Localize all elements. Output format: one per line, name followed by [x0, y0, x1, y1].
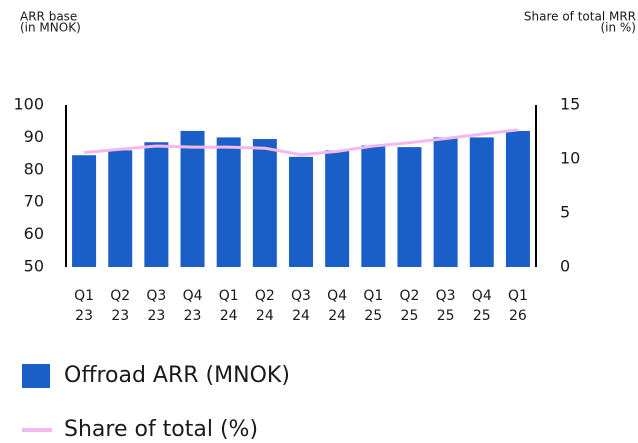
bar	[505, 130, 530, 267]
y2-tick-label: 15	[560, 95, 580, 114]
bar	[144, 142, 169, 267]
x-tick-label: 26	[509, 308, 527, 324]
y-tick-label: 80	[24, 159, 44, 178]
x-tick-label: 25	[473, 308, 491, 324]
y-tick-label: 60	[24, 224, 44, 243]
y2-tick-label: 5	[560, 203, 570, 222]
y-tick-label: 100	[13, 95, 44, 114]
y2-axis-title: Share of total MRR	[524, 10, 636, 24]
bar	[469, 137, 494, 267]
x-tick-label: 23	[184, 308, 202, 324]
legend-swatch	[22, 364, 50, 388]
y-tick-label: 70	[24, 192, 44, 211]
x-tick-label: Q4	[472, 288, 492, 304]
legend-label: Offroad ARR (MNOK)	[64, 363, 290, 388]
x-tick-label: Q2	[399, 288, 419, 304]
bar	[289, 156, 313, 267]
y-axis-title: ARR base	[20, 10, 77, 24]
x-tick-label: Q3	[291, 288, 311, 304]
x-tick-label: 25	[401, 308, 419, 324]
x-tick-label: Q3	[146, 288, 166, 304]
x-tick-label: 24	[220, 308, 238, 324]
bar	[397, 147, 422, 267]
bar	[325, 150, 350, 267]
x-tick-label: 23	[111, 308, 129, 324]
bar	[361, 145, 386, 267]
x-tick-label: 25	[437, 308, 455, 324]
bar	[433, 137, 458, 267]
x-tick-label: Q1	[363, 288, 383, 304]
x-tick-label: Q2	[255, 288, 275, 304]
bar	[216, 137, 241, 267]
y-tick-label: 90	[24, 127, 44, 146]
bar	[72, 155, 97, 267]
x-tick-label: Q4	[327, 288, 347, 304]
x-tick-label: Q2	[110, 288, 130, 304]
legend-label: Share of total (%)	[64, 417, 258, 442]
x-tick-label: 24	[256, 308, 274, 324]
x-tick-label: 23	[147, 308, 165, 324]
x-tick-label: Q1	[508, 288, 528, 304]
y2-tick-label: 0	[560, 257, 570, 276]
x-tick-label: Q1	[219, 288, 239, 304]
x-tick-label: Q4	[183, 288, 203, 304]
x-tick-label: 24	[292, 308, 310, 324]
x-tick-label: 24	[328, 308, 346, 324]
x-tick-label: 23	[75, 308, 93, 324]
bar	[252, 139, 277, 267]
x-tick-label: 25	[364, 308, 382, 324]
y-axis-title: (in MNOK)	[20, 21, 81, 35]
x-tick-label: Q3	[436, 288, 456, 304]
x-tick-label: Q1	[74, 288, 94, 304]
y2-tick-label: 10	[560, 149, 580, 168]
y2-axis-title: (in %)	[600, 21, 636, 35]
bar	[108, 150, 133, 267]
line	[83, 128, 519, 157]
y-tick-label: 50	[24, 257, 44, 276]
bar	[180, 130, 205, 267]
